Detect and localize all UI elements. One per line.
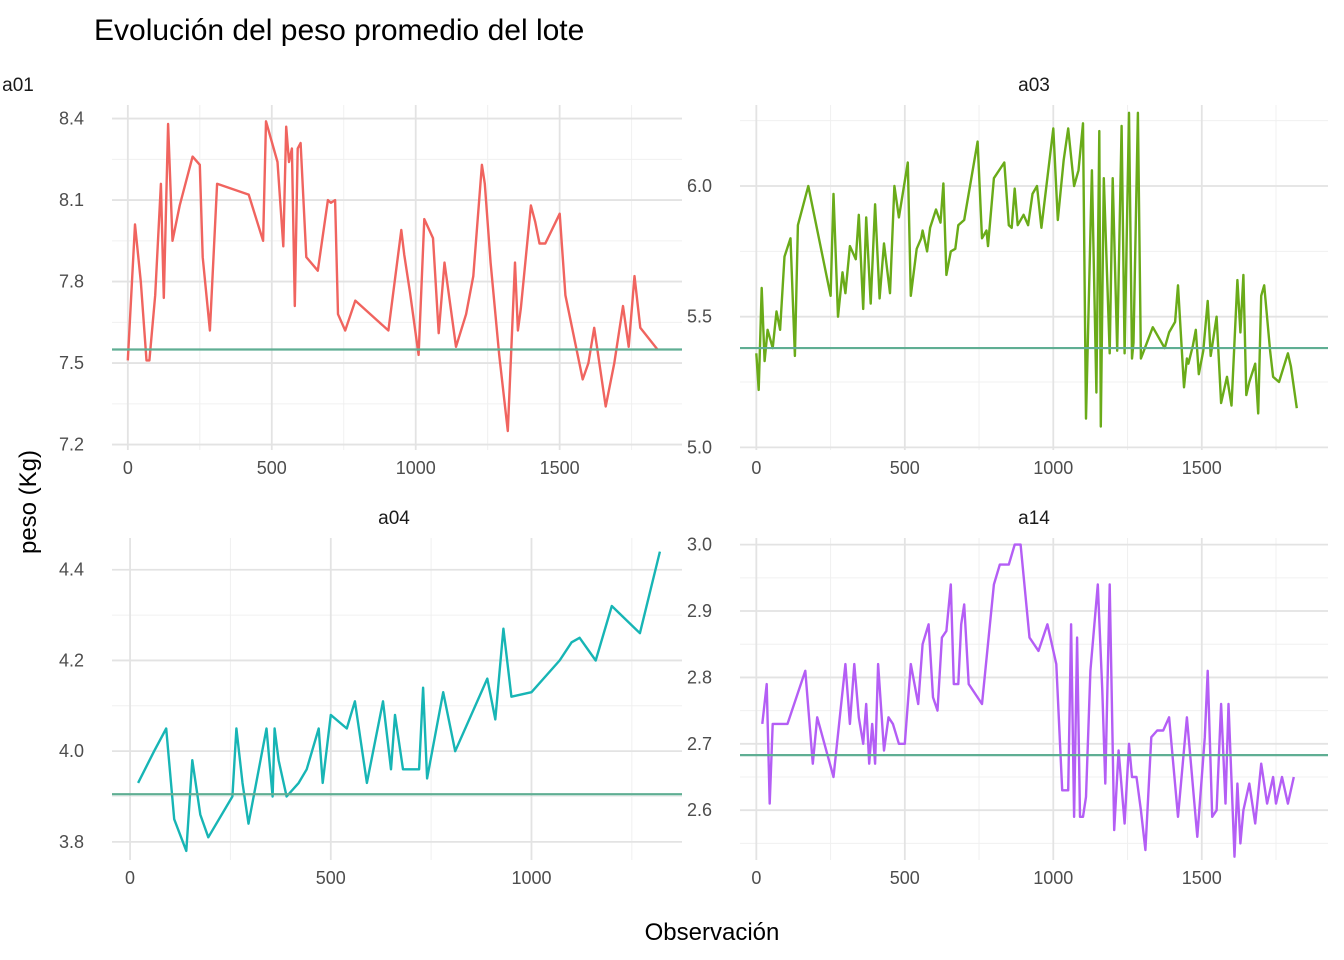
y-tick-label: 5.5 — [687, 307, 712, 327]
y-tick-label: 8.1 — [59, 190, 84, 210]
x-axis-title: Observación — [645, 919, 780, 946]
panel-strip-label: a14 — [1018, 508, 1050, 529]
y-tick-label: 7.5 — [59, 353, 84, 373]
series-line-a14 — [761, 543, 1295, 858]
x-tick-label: 500 — [316, 868, 346, 888]
x-tick-label: 0 — [125, 868, 135, 888]
y-tick-label: 3.0 — [687, 535, 712, 555]
series-line-a03 — [755, 111, 1298, 428]
y-tick-label: 2.7 — [687, 734, 712, 754]
x-tick-label: 1500 — [1182, 458, 1222, 478]
panel-a03: a03 0 500 1000 1500 5.0 5.5 6.0 — [687, 75, 1328, 478]
x-tick-label: 1000 — [511, 868, 551, 888]
x-tick-label: 1000 — [396, 458, 436, 478]
y-tick-label: 7.8 — [59, 272, 84, 292]
panel-strip-label: a04 — [378, 508, 410, 529]
y-tick-label: 4.2 — [59, 650, 84, 670]
panel-strip-label: a01 — [2, 75, 34, 96]
y-tick-label: 2.9 — [687, 601, 712, 621]
series-line-a04 — [137, 551, 662, 853]
y-tick-label: 4.0 — [59, 741, 84, 761]
y-tick-label: 6.0 — [687, 176, 712, 196]
y-tick-label: 2.6 — [687, 800, 712, 820]
x-tick-label: 1500 — [1182, 868, 1222, 888]
y-tick-label: 2.8 — [687, 667, 712, 687]
x-tick-label: 0 — [751, 458, 761, 478]
chart-panels: a01 0 500 1000 1500 7.2 7.5 7.8 8.1 8.4 a03 0 500 100… — [2, 75, 1328, 888]
panel-strip-label: a03 — [1018, 75, 1050, 96]
panel-a14: a14 0 500 1000 1500 2.6 2.7 2.8 2.9 3.0 — [687, 508, 1328, 888]
x-tick-label: 500 — [890, 458, 920, 478]
x-tick-label: 500 — [890, 868, 920, 888]
panel-a04: a04 0 500 1000 3.8 4.0 4.2 4.4 — [59, 508, 682, 888]
y-tick-label: 4.4 — [59, 560, 84, 580]
y-tick-label: 3.8 — [59, 832, 84, 852]
x-tick-label: 0 — [751, 868, 761, 888]
x-tick-label: 1500 — [540, 458, 580, 478]
chart-title: Evolución del peso promedio del lote — [94, 14, 584, 47]
x-tick-label: 1000 — [1033, 458, 1073, 478]
x-tick-label: 1000 — [1033, 868, 1073, 888]
y-tick-label: 5.0 — [687, 437, 712, 457]
y-tick-label: 7.2 — [59, 435, 84, 455]
panel-a01: a01 0 500 1000 1500 7.2 7.5 7.8 8.1 8.4 — [2, 75, 682, 478]
y-tick-label: 8.4 — [59, 109, 84, 129]
x-tick-label: 500 — [257, 458, 287, 478]
series-line-a01 — [126, 120, 659, 433]
x-tick-label: 0 — [123, 458, 133, 478]
y-axis-title: peso (Kg) — [15, 450, 42, 554]
